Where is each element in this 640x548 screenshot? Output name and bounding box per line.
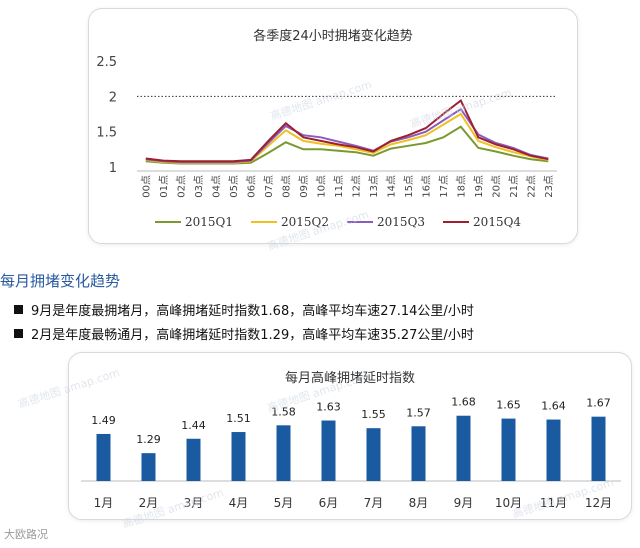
- bar-value-label: 1.44: [181, 419, 206, 432]
- bar-value-label: 1.63: [316, 401, 341, 414]
- x-tick-label: 2月: [139, 496, 159, 510]
- bar: [456, 415, 471, 481]
- x-tick-label: 12月: [585, 496, 612, 510]
- legend-label: 2015Q2: [281, 215, 330, 229]
- x-tick-label: 8月: [409, 496, 429, 510]
- x-tick-label: 3月: [184, 496, 204, 510]
- bar-value-label: 1.64: [541, 400, 566, 413]
- bar: [591, 416, 606, 481]
- x-tick-label: 18点: [455, 175, 467, 198]
- bar-value-label: 1.68: [451, 396, 476, 409]
- bar: [141, 453, 156, 481]
- line-chart-title: 各季度24小时拥堵变化趋势: [253, 29, 413, 44]
- bar: [501, 418, 516, 481]
- bar-chart: 1.49 1月 1.29 2月 1.44 3月 1.51 4月 1.58 5月 1.63 6月 1.55…: [81, 396, 621, 510]
- line-chart-card: 各季度24小时拥堵变化趋势 1 1.5 2 2.5 00点 01点 02点 03点 04点 05点…: [88, 8, 578, 244]
- bar-chart-card: 每月高峰拥堵延时指数 1.49 1月 1.29 2月 1.44 3月 1.51 4月 1.58 5…: [68, 352, 632, 520]
- x-tick-label: 11点: [333, 175, 345, 198]
- bullet-text-2: 2月是年度最畅通月，高峰拥堵延时指数1.29，高峰平均车速35.27公里/小时: [31, 328, 474, 343]
- x-tick-label: 17点: [438, 175, 450, 198]
- line-chart-legend: 2015Q1 2015Q2 2015Q3 2015Q4: [155, 215, 521, 229]
- x-tick-label: 12点: [350, 175, 362, 198]
- legend-item-2015Q4: 2015Q4: [443, 215, 521, 229]
- x-tick-label: 10月: [495, 496, 522, 510]
- legend-item-2015Q1: 2015Q1: [155, 215, 233, 229]
- x-tick-label: 4月: [229, 496, 249, 510]
- x-tick-label: 9月: [454, 496, 474, 510]
- bullet-square-icon: [14, 329, 23, 338]
- bar: [231, 432, 246, 481]
- bar: [321, 420, 336, 481]
- x-tick-label: 15点: [403, 175, 415, 198]
- legend-swatch: [347, 221, 374, 223]
- x-tick-label: 01点: [158, 175, 170, 198]
- x-tick-label: 19点: [473, 175, 485, 198]
- bar: [96, 433, 111, 481]
- x-tick-label: 23点: [543, 175, 555, 198]
- legend-swatch: [443, 221, 470, 223]
- bar: [186, 438, 201, 481]
- y-tick-label: 1: [109, 161, 117, 176]
- y-tick-label: 1.5: [96, 126, 117, 141]
- legend-swatch: [155, 221, 181, 223]
- bar-value-label: 1.58: [271, 405, 296, 418]
- y-tick-label: 2.5: [96, 55, 117, 70]
- x-tick-label: 03点: [193, 175, 205, 198]
- x-tick-label: 09点: [298, 175, 310, 198]
- x-tick-label: 02点: [175, 175, 187, 198]
- x-tick-label: 20点: [490, 175, 502, 198]
- bullet-line-1: 9月是年度最拥堵月，高峰拥堵延时指数1.68，高峰平均车速27.14公里/小时: [14, 300, 474, 319]
- x-tick-label: 00点: [140, 175, 152, 198]
- bar-value-label: 1.55: [361, 408, 386, 421]
- x-tick-label: 10点: [315, 175, 327, 198]
- bar-value-label: 1.29: [136, 433, 161, 446]
- section-heading: 每月拥堵变化趋势: [0, 272, 121, 290]
- bar: [276, 425, 291, 481]
- bar-value-label: 1.49: [91, 414, 116, 427]
- x-tick-label: 04点: [210, 175, 222, 198]
- line-chart: 1 1.5 2 2.5 00点 01点 02点 03点 04点 05点 06点 07点 08点 09点 10…: [96, 55, 557, 198]
- bar-chart-title: 每月高峰拥堵延时指数: [284, 371, 415, 386]
- x-tick-label: 06点: [245, 175, 257, 198]
- series-line-2015Q4: [145, 99, 549, 163]
- corner-brand: 大欧路况: [4, 528, 48, 541]
- x-tick-label: 11月: [540, 496, 567, 510]
- x-tick-label: 6月: [319, 496, 339, 510]
- bar: [546, 419, 561, 481]
- bar: [366, 428, 381, 481]
- x-tick-label: 08点: [280, 175, 292, 198]
- x-tick-label: 7月: [364, 496, 384, 510]
- x-tick-label: 14点: [385, 175, 397, 198]
- bar-value-label: 1.57: [406, 406, 431, 419]
- x-tick-label: 16点: [420, 175, 432, 198]
- legend-item-2015Q3: 2015Q3: [347, 215, 425, 229]
- bar-value-label: 1.65: [496, 399, 521, 412]
- x-tick-label: 05点: [228, 175, 240, 198]
- x-tick-label: 5月: [274, 496, 294, 510]
- x-tick-label: 1月: [94, 496, 114, 510]
- y-tick-label: 2: [109, 90, 117, 105]
- x-tick-label: 22点: [525, 175, 537, 198]
- x-tick-label: 07点: [263, 175, 275, 198]
- bar: [411, 426, 426, 481]
- x-tick-label: 13点: [368, 175, 380, 198]
- bullet-text-1: 9月是年度最拥堵月，高峰拥堵延时指数1.68，高峰平均车速27.14公里/小时: [31, 304, 474, 319]
- x-tick-label: 21点: [508, 175, 520, 198]
- legend-item-2015Q2: 2015Q2: [251, 215, 329, 229]
- bullet-square-icon: [14, 305, 23, 314]
- legend-label: 2015Q1: [185, 215, 234, 229]
- legend-label: 2015Q3: [377, 215, 426, 229]
- legend-swatch: [251, 221, 278, 223]
- bar-value-label: 1.67: [586, 397, 611, 410]
- bar-value-label: 1.51: [226, 412, 251, 425]
- bullet-line-2: 2月是年度最畅通月，高峰拥堵延时指数1.29，高峰平均车速35.27公里/小时: [14, 324, 474, 343]
- series-line-2015Q3: [145, 107, 549, 164]
- legend-label: 2015Q4: [473, 215, 522, 229]
